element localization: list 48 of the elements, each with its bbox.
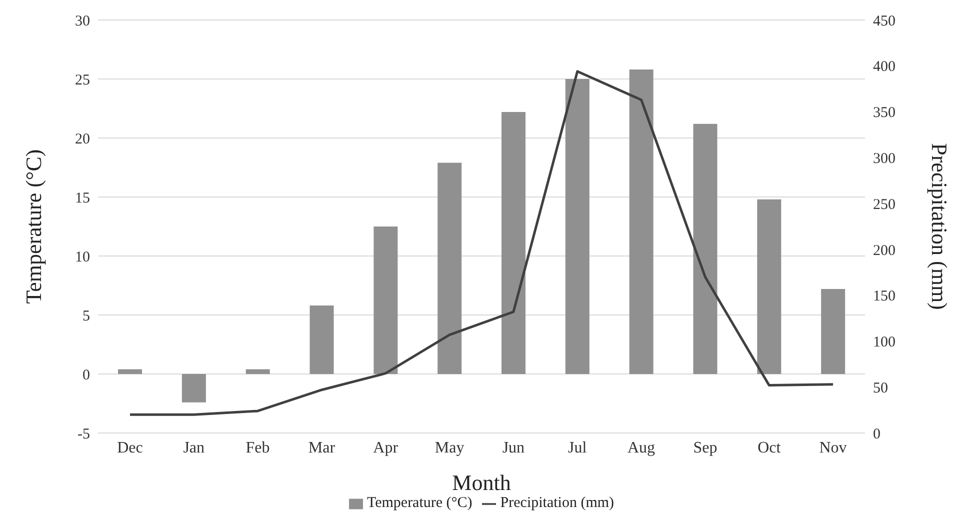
x-axis-title: Month xyxy=(452,470,511,495)
bar xyxy=(310,306,334,374)
y-tick-label: 5 xyxy=(82,308,90,324)
bar xyxy=(565,79,590,374)
bar xyxy=(757,199,782,374)
bar xyxy=(246,369,270,374)
y-tick-label: -5 xyxy=(78,426,90,442)
y2-tick-label: 300 xyxy=(873,150,896,167)
x-tick-label: Apr xyxy=(373,439,399,456)
x-tick-label: Dec xyxy=(117,439,143,456)
y-tick-label: 20 xyxy=(75,131,90,148)
x-tick-label: Jan xyxy=(183,439,205,456)
legend-label: Precipitation (mm) xyxy=(500,495,614,511)
y2-tick-label: 350 xyxy=(873,105,896,122)
y-axis-title: Temperature (°C) xyxy=(20,149,46,304)
y2-tick-label: 50 xyxy=(873,380,888,396)
y2-tick-label: 150 xyxy=(873,288,896,305)
bar xyxy=(629,70,654,374)
x-tick-label: Mar xyxy=(308,439,336,456)
x-tick-label: May xyxy=(434,439,464,456)
legend-label: Temperature (°C) xyxy=(366,495,472,511)
y2-tick-label: 200 xyxy=(873,242,896,259)
y2-axis-title: Precipitation (mm) xyxy=(927,143,952,310)
y-tick-label: 25 xyxy=(75,72,90,88)
y-tick-label: 15 xyxy=(75,190,90,206)
x-tick-label: Feb xyxy=(246,439,270,456)
x-tick-label: Sep xyxy=(693,439,718,456)
line-series xyxy=(128,70,834,416)
x-tick-label: Jun xyxy=(502,439,525,456)
x-tick-label: Jul xyxy=(568,439,588,456)
bar xyxy=(118,369,142,374)
bar xyxy=(821,289,846,374)
y2-tick-label: 0 xyxy=(873,426,880,442)
bar xyxy=(182,374,206,402)
x-tick-label: Aug xyxy=(628,439,656,456)
y2-tick-label: 450 xyxy=(873,13,896,30)
bar xyxy=(693,124,718,374)
y2-tick-label: 100 xyxy=(873,334,896,351)
x-tick-label: Nov xyxy=(819,439,847,456)
bar xyxy=(438,162,462,374)
y2-tick-label: 250 xyxy=(873,196,896,213)
y-tick-label: 30 xyxy=(75,13,90,30)
y-tick-label: 0 xyxy=(82,367,90,384)
bar xyxy=(502,112,526,374)
bar xyxy=(374,226,398,374)
x-tick-label: Oct xyxy=(758,439,782,456)
y2-tick-label: 400 xyxy=(873,59,896,76)
y-tick-label: 10 xyxy=(75,249,90,266)
